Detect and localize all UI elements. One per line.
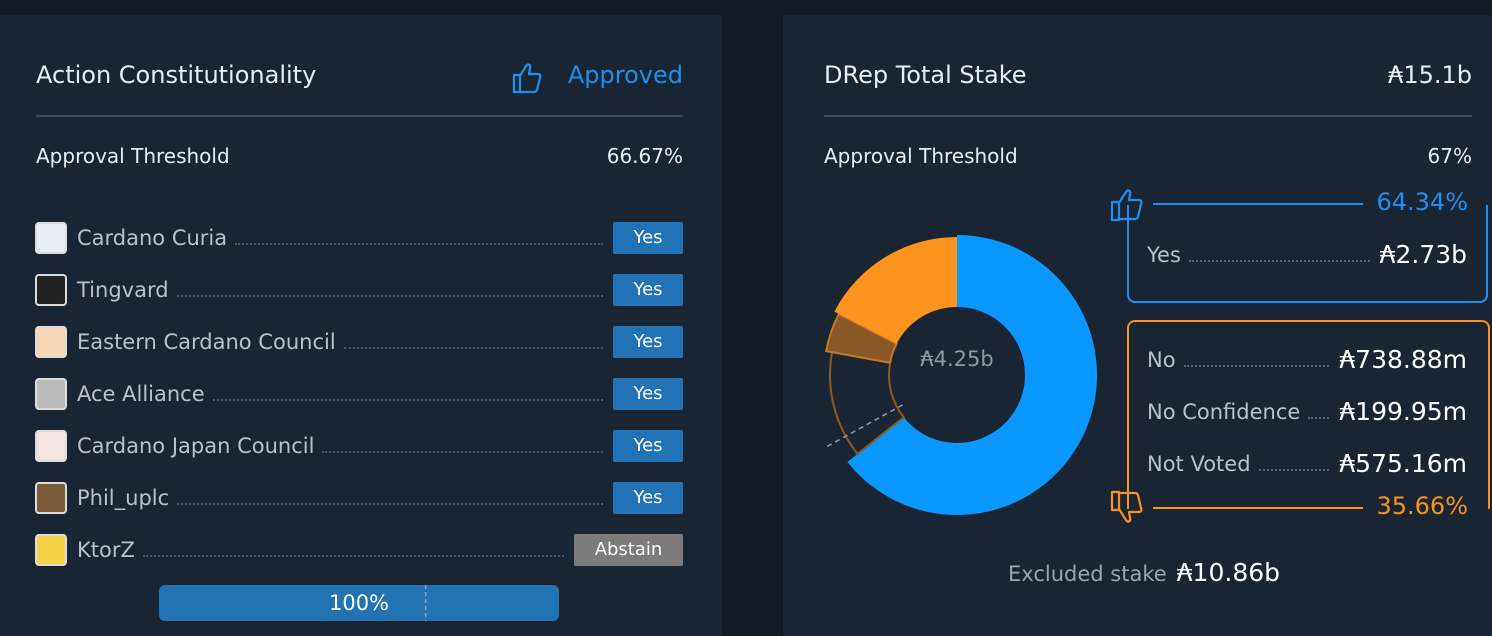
progress: 100%	[159, 585, 559, 621]
member-name: Cardano Curia	[77, 226, 228, 250]
legend-label: Not Voted	[1147, 451, 1251, 476]
member-row: Phil_uplc Yes	[35, 481, 683, 515]
leader	[177, 503, 603, 505]
yes-box	[1127, 205, 1488, 303]
avatar	[35, 378, 67, 410]
legend-row: Yes ₳2.73b	[1147, 240, 1467, 269]
yes-percent: 64.34%	[1370, 188, 1468, 216]
vote-badge: Abstain	[574, 534, 683, 566]
member-name: Eastern Cardano Council	[77, 330, 336, 354]
excluded-value: ₳10.86b	[1176, 558, 1281, 587]
avatar	[35, 534, 67, 566]
member-name: Tingvard	[77, 278, 169, 302]
member-row: Eastern Cardano Council Yes	[35, 325, 683, 359]
donut-segment	[825, 312, 898, 364]
panel-title: DRep Total Stake	[824, 61, 1027, 89]
vote-badge: Yes	[613, 482, 683, 514]
legend-value: ₳575.16m	[1339, 449, 1467, 478]
avatar	[35, 482, 67, 514]
divider	[824, 115, 1472, 117]
vote-badge: Yes	[613, 274, 683, 306]
legend-row: No ₳738.88m	[1147, 345, 1467, 374]
member-name: KtorZ	[77, 538, 135, 562]
divider	[36, 115, 683, 117]
member-name: Cardano Japan Council	[77, 434, 315, 458]
legend-label: No	[1147, 347, 1176, 372]
donut-segment	[834, 237, 957, 344]
excluded-label: Excluded stake	[1008, 562, 1167, 586]
leader	[176, 295, 603, 297]
legend-row: Not Voted ₳575.16m	[1147, 449, 1467, 478]
donut-chart: ₳4.25b	[825, 235, 1097, 515]
thumbs-down-icon	[1110, 490, 1143, 523]
excluded: Excluded stake ₳10.86b	[1008, 558, 1280, 587]
vote-badge: Yes	[613, 326, 683, 358]
avatar	[35, 326, 67, 358]
threshold-label: Approval Threshold	[824, 144, 1018, 168]
legend-label: Yes	[1147, 242, 1181, 267]
donut-center: ₳4.25b	[920, 347, 993, 371]
leader	[343, 347, 603, 349]
avatar	[35, 430, 67, 462]
yes-line	[1153, 203, 1363, 205]
leader	[1183, 364, 1330, 367]
leader	[212, 399, 603, 401]
member-row: Ace Alliance Yes	[35, 377, 683, 411]
legend-value: ₳2.73b	[1379, 240, 1467, 269]
progress-bar	[159, 585, 559, 621]
vote-badge: Yes	[613, 430, 683, 462]
panel-title: Action Constitutionality	[36, 61, 317, 89]
member-row: Cardano Japan Council Yes	[35, 429, 683, 463]
legend-value: ₳199.95m	[1339, 397, 1467, 426]
threshold-value: 66.67%	[606, 144, 683, 168]
right-panel: DRep Total Stake ₳15.1b Approval Thresho…	[783, 15, 1492, 636]
thumbs-up-icon	[1110, 189, 1143, 222]
status: Approved	[567, 61, 683, 89]
legend-label: No Confidence	[1147, 399, 1301, 424]
threshold-value: 67%	[1427, 144, 1472, 168]
thumbs-up-icon	[512, 63, 542, 94]
member-name: Ace Alliance	[77, 382, 205, 406]
no-percent: 35.66%	[1370, 492, 1468, 520]
member-name: Phil_uplc	[77, 486, 170, 510]
member-row: KtorZ Abstain	[35, 533, 683, 567]
total-stake: ₳15.1b	[1388, 61, 1472, 89]
no-line	[1153, 507, 1363, 509]
left-panel: Action Constitutionality Approved Approv…	[0, 15, 722, 636]
donut-segment	[847, 235, 1097, 515]
avatar	[35, 222, 67, 254]
leader	[1258, 468, 1330, 471]
threshold-line	[825, 404, 904, 448]
leader	[142, 555, 564, 557]
leader	[235, 243, 603, 245]
leader	[1188, 259, 1370, 262]
legend-row: No Confidence ₳199.95m	[1147, 397, 1467, 426]
threshold-label: Approval Threshold	[36, 144, 230, 168]
vote-badge: Yes	[613, 378, 683, 410]
legend-value: ₳738.88m	[1339, 345, 1467, 374]
leader	[322, 451, 603, 453]
no-box	[1127, 320, 1490, 509]
leader	[1308, 416, 1330, 419]
vote-badge: Yes	[613, 222, 683, 254]
progress-label: 100%	[329, 591, 389, 615]
avatar	[35, 274, 67, 306]
member-row: Cardano Curia Yes	[35, 221, 683, 255]
member-row: Tingvard Yes	[35, 273, 683, 307]
